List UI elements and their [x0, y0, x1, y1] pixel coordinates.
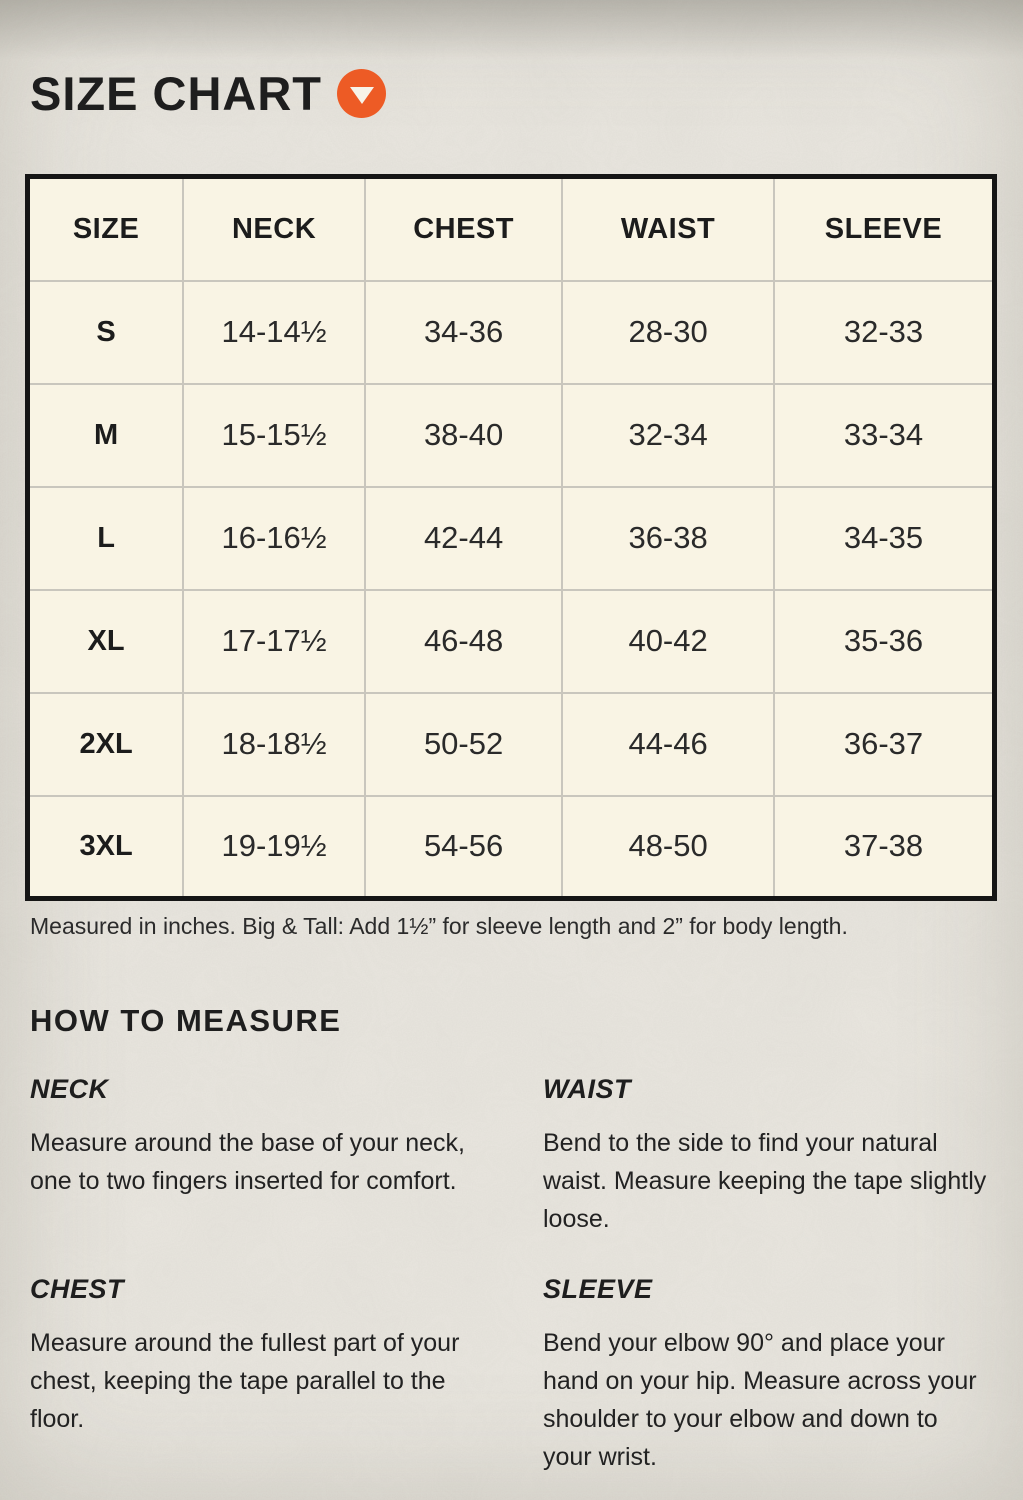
how-to-measure-sections: NECK Measure around the base of your nec…	[30, 1074, 993, 1476]
page-title: SIZE CHART	[30, 67, 322, 120]
table-row-l: L 16-16½ 42-44 36-38 34-35	[27, 486, 995, 591]
table-header-row: SIZE NECK CHEST WAIST SLEEVE	[27, 176, 995, 282]
table-cell: 38-40	[364, 383, 564, 488]
section-label-neck: NECK	[30, 1074, 109, 1104]
column-header-chest: CHEST	[364, 176, 564, 282]
section-text-sleeve: Bend your elbow 90° and place your hand …	[543, 1329, 977, 1471]
table-cell: 50-52	[364, 692, 564, 797]
table-cell: 46-48	[364, 589, 564, 694]
section-sleeve: SLEEVE Bend your elbow 90° and place you…	[543, 1274, 993, 1476]
table-cell: 35-36	[773, 589, 995, 694]
column-header-neck: NECK	[183, 176, 366, 282]
section-chest: CHEST Measure around the fullest part of…	[30, 1274, 485, 1476]
column-header-waist: WAIST	[562, 176, 775, 282]
top-edge-shadow	[0, 0, 1023, 60]
section-label-sleeve: SLEEVE	[543, 1274, 653, 1304]
table-cell: 34-35	[773, 486, 995, 591]
table-cell: 33-34	[773, 383, 995, 488]
measurement-footnote: Measured in inches. Big & Tall: Add 1½” …	[30, 913, 848, 939]
how-to-measure-heading: HOW TO MEASURE	[30, 1003, 342, 1038]
size-chart-table: SIZE NECK CHEST WAIST SLEEVE S 14-14½ 34…	[25, 174, 997, 901]
section-neck: NECK Measure around the base of your nec…	[30, 1074, 485, 1238]
table-cell: 42-44	[364, 486, 564, 591]
table-row-m: M 15-15½ 38-40 32-34 33-34	[27, 383, 995, 488]
section-label-waist: WAIST	[543, 1074, 631, 1104]
table-cell: 18-18½	[183, 692, 366, 797]
table-row-xl: XL 17-17½ 46-48 40-42 35-36	[27, 589, 995, 694]
table-row-3xl: 3XL 19-19½ 54-56 48-50 37-38	[27, 795, 995, 899]
table-row-2xl: 2XL 18-18½ 50-52 44-46 36-37	[27, 692, 995, 797]
table-cell: 15-15½	[183, 383, 366, 488]
table-cell: M	[27, 383, 185, 488]
table-cell: 28-30	[562, 280, 775, 385]
table-cell: S	[27, 280, 185, 385]
table-row-s: S 14-14½ 34-36 28-30 32-33	[27, 280, 995, 385]
section-text-neck: Measure around the base of your neck, on…	[30, 1129, 465, 1195]
column-header-size: SIZE	[27, 176, 185, 282]
table-cell: 2XL	[27, 692, 185, 797]
triangle-down-icon	[349, 87, 374, 104]
table-cell: 40-42	[562, 589, 775, 694]
table-cell: 34-36	[364, 280, 564, 385]
table-cell: 36-37	[773, 692, 995, 797]
table-cell: XL	[27, 589, 185, 694]
column-header-sleeve: SLEEVE	[773, 176, 995, 282]
table-cell: 3XL	[27, 795, 185, 899]
section-label-chest: CHEST	[30, 1274, 125, 1304]
table-cell: 32-34	[562, 383, 775, 488]
table-cell: 32-33	[773, 280, 995, 385]
table-cell: 14-14½	[183, 280, 366, 385]
section-waist: WAIST Bend to the side to find your natu…	[543, 1074, 993, 1238]
table-cell: 16-16½	[183, 486, 366, 591]
table-cell: 17-17½	[183, 589, 366, 694]
table-cell: 44-46	[562, 692, 775, 797]
table-cell: 54-56	[364, 795, 564, 899]
table-cell: 19-19½	[183, 795, 366, 899]
table-cell: L	[27, 486, 185, 591]
section-text-waist: Bend to the side to find your natural wa…	[543, 1129, 987, 1233]
title-row: SIZE CHART	[30, 66, 386, 121]
table-cell: 37-38	[843, 828, 924, 864]
table-cell: 48-50	[562, 795, 775, 899]
section-text-chest: Measure around the fullest part of your …	[30, 1329, 460, 1433]
table-cell: 36-38	[562, 486, 775, 591]
size-chart-dropdown-toggle[interactable]	[337, 69, 386, 118]
